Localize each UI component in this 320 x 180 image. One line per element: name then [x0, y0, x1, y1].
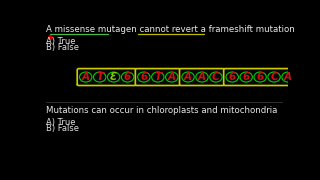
Text: 6: 6: [243, 72, 250, 82]
Text: A: A: [168, 72, 176, 82]
FancyBboxPatch shape: [77, 69, 136, 86]
Text: 6: 6: [256, 72, 264, 82]
Text: 6: 6: [228, 72, 236, 82]
Ellipse shape: [282, 72, 294, 82]
Text: Mutations can occur in chloroplasts and mitochondria: Mutations can occur in chloroplasts and …: [46, 106, 277, 115]
Ellipse shape: [152, 72, 164, 82]
Text: A: A: [284, 72, 292, 82]
Text: A) True: A) True: [46, 118, 76, 127]
FancyBboxPatch shape: [224, 69, 297, 86]
FancyBboxPatch shape: [180, 69, 224, 86]
Ellipse shape: [182, 72, 194, 82]
Text: A missense mutagen cannot revert a frameshift mutation: A missense mutagen cannot revert a frame…: [46, 25, 295, 34]
Ellipse shape: [138, 72, 150, 82]
Text: 6: 6: [124, 72, 131, 82]
Text: C: C: [270, 72, 278, 82]
Text: A: A: [198, 72, 206, 82]
Text: T: T: [96, 72, 103, 82]
Ellipse shape: [80, 72, 92, 82]
FancyBboxPatch shape: [135, 69, 180, 86]
Ellipse shape: [254, 72, 266, 82]
Text: A: A: [82, 72, 90, 82]
Ellipse shape: [93, 72, 106, 82]
Ellipse shape: [226, 72, 238, 82]
Ellipse shape: [210, 72, 222, 82]
Text: Ɛ: Ɛ: [110, 72, 117, 82]
Text: C: C: [212, 72, 220, 82]
Text: T: T: [154, 72, 161, 82]
Ellipse shape: [196, 72, 208, 82]
Ellipse shape: [121, 72, 134, 82]
Text: A) True: A) True: [46, 37, 76, 46]
Ellipse shape: [108, 72, 120, 82]
Ellipse shape: [240, 72, 252, 82]
Text: 6: 6: [140, 72, 148, 82]
Text: B) False: B) False: [46, 43, 79, 52]
Ellipse shape: [268, 72, 280, 82]
Text: A: A: [184, 72, 192, 82]
Text: B) False: B) False: [46, 124, 79, 133]
Ellipse shape: [165, 72, 178, 82]
